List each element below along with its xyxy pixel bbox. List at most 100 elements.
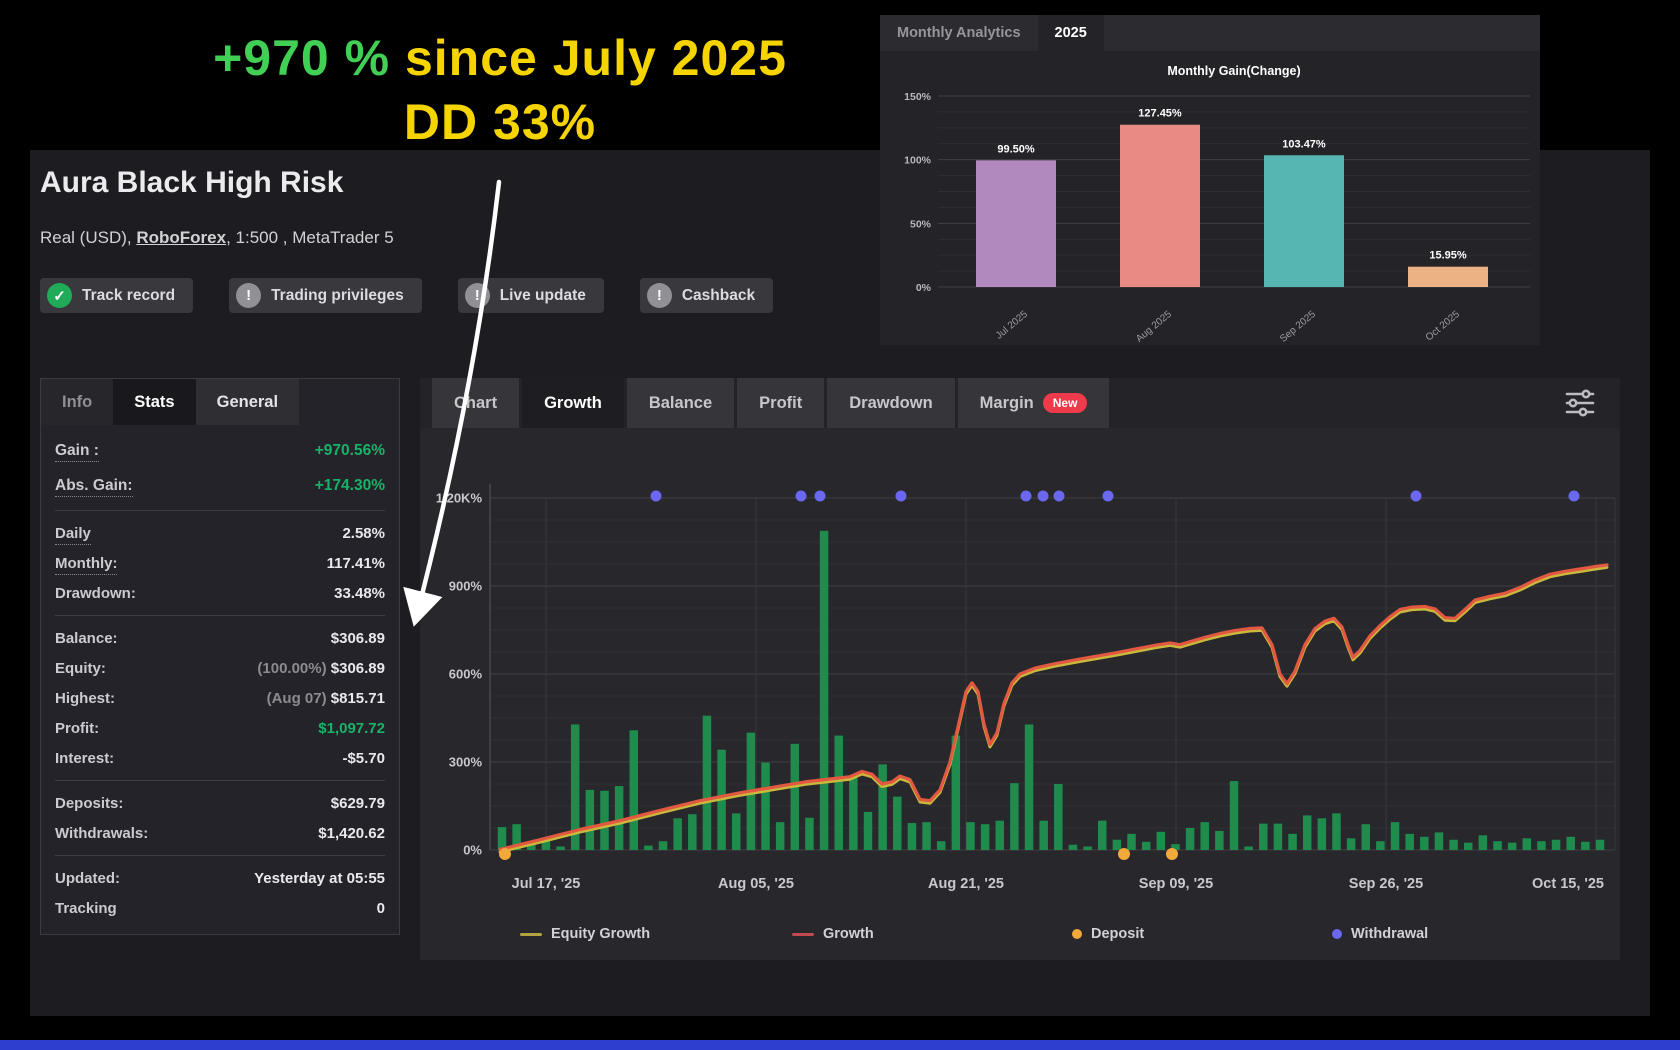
- new-badge: New: [1042, 393, 1088, 413]
- bottom-taskbar-strip: [0, 1040, 1680, 1050]
- legend-item-growth[interactable]: Growth: [792, 926, 874, 942]
- stat-label-text: Gain :: [55, 441, 99, 462]
- stat-value: $1,420.62: [318, 825, 385, 842]
- stats-row: Tracking 0: [55, 893, 385, 923]
- legend-label: Equity Growth: [551, 926, 651, 942]
- stat-label: Withdrawals:: [55, 824, 149, 842]
- stat-value: (100.00%) $306.89: [257, 660, 385, 677]
- chart-settings-icon[interactable]: [1564, 388, 1596, 418]
- badge-track-record[interactable]: ✓ Track record: [40, 278, 194, 313]
- dot-swatch: [1332, 929, 1342, 939]
- chart-tab-growth[interactable]: Growth: [522, 378, 624, 428]
- badge-cashback[interactable]: ! Cashback: [639, 278, 774, 313]
- legend-item-equity-growth[interactable]: Equity Growth: [520, 926, 650, 942]
- growth-chart: 1.20K% 900% 600% 300% 0%: [420, 462, 1620, 887]
- stat-value: $629.79: [331, 795, 385, 812]
- chart-tabs: Chart Growth Balance Profit Drawdown Margin Ne…: [420, 378, 1620, 428]
- svg-text:Jul 2025: Jul 2025: [994, 309, 1030, 342]
- legend-item-withdrawal[interactable]: Withdrawal: [1332, 926, 1428, 942]
- stats-row: Monthly: 117.41%: [55, 548, 385, 578]
- stat-label: Profit:: [55, 719, 100, 737]
- badge-trading-privileges[interactable]: ! Trading privileges: [229, 278, 422, 313]
- stats-row: Equity: (100.00%) $306.89: [55, 653, 385, 683]
- svg-text:100%: 100%: [904, 155, 932, 167]
- monthly-analytics-panel: Monthly Analytics 2025 Monthly Gain(Chan…: [880, 15, 1540, 345]
- stat-label: Balance:: [55, 629, 118, 647]
- chart-tab-label: Margin: [979, 393, 1034, 412]
- analytics-tab-strip: Monthly Analytics 2025: [880, 15, 1540, 51]
- badges-row: ✓ Track record ! Trading privileges ! Live up…: [40, 278, 774, 313]
- stat-value: 2.58%: [342, 525, 385, 542]
- stat-label: Interest:: [55, 749, 115, 767]
- stats-divider: [55, 615, 385, 616]
- stats-panel: Info Stats General Gain : +970.56% Abs. Gain…: [40, 378, 400, 935]
- stats-row: Interest: -$5.70: [55, 743, 385, 773]
- stat-label[interactable]: Abs. Gain:: [55, 476, 133, 497]
- x-tick-label: Aug 21, '25: [928, 876, 1004, 892]
- badge-live-update[interactable]: ! Live update: [457, 278, 604, 313]
- dot-swatch: [1072, 929, 1082, 939]
- chart-tab-label: Balance: [648, 393, 713, 412]
- chart-tab-margin[interactable]: Margin New: [957, 378, 1110, 428]
- annotation-headline: +970 % since July 2025 DD 33%: [110, 26, 890, 154]
- stat-value-text: $306.89: [330, 659, 385, 677]
- legend-label: Growth: [823, 926, 874, 942]
- stat-label: Deposits:: [55, 794, 124, 812]
- headline-line2: DD 33%: [403, 94, 597, 150]
- tab-monthly-analytics[interactable]: Monthly Analytics: [897, 25, 1021, 41]
- stat-label[interactable]: Daily: [55, 524, 91, 545]
- chart-tab-profit[interactable]: Profit: [737, 378, 825, 428]
- x-tick-label: Sep 26, '25: [1348, 876, 1424, 892]
- stat-value-text: -$5.70: [342, 749, 385, 767]
- badge-label: Track record: [82, 286, 176, 304]
- svg-text:300%: 300%: [449, 755, 483, 770]
- stats-tab-stats[interactable]: Stats: [113, 379, 196, 425]
- svg-text:0%: 0%: [916, 282, 932, 294]
- stat-value: $1,097.72: [318, 720, 385, 737]
- stats-tab-general[interactable]: General: [195, 379, 300, 425]
- stat-value-text: 33.48%: [334, 584, 385, 602]
- stat-value: $306.89: [331, 630, 385, 647]
- stat-value-prefix: (100.00%): [257, 659, 331, 677]
- stat-label[interactable]: Gain :: [55, 441, 99, 462]
- stats-row: Balance: $306.89: [55, 623, 385, 653]
- svg-text:Oct 2025: Oct 2025: [1424, 309, 1462, 343]
- x-tick-label: Sep 09, '25: [1138, 876, 1214, 892]
- svg-text:Aug 2025: Aug 2025: [1134, 309, 1174, 343]
- tab-2025[interactable]: 2025: [1037, 15, 1104, 51]
- headline-line1: +970 % since July 2025: [110, 26, 890, 90]
- svg-text:50%: 50%: [910, 218, 932, 230]
- badge-label: Live update: [499, 286, 586, 304]
- stats-row: Deposits: $629.79: [55, 788, 385, 818]
- stats-tabs: Info Stats General: [41, 379, 399, 425]
- svg-text:900%: 900%: [449, 579, 483, 594]
- x-tick-label: Jul 17, '25: [511, 876, 581, 892]
- stats-row: Drawdown: 33.48%: [55, 578, 385, 608]
- chart-tab-drawdown[interactable]: Drawdown: [827, 378, 955, 428]
- account-subtitle: Real (USD), RoboForex, 1:500 , MetaTrade…: [40, 228, 394, 247]
- line-swatch: [792, 932, 814, 936]
- svg-text:150%: 150%: [904, 91, 932, 103]
- svg-text:Sep 2025: Sep 2025: [1278, 309, 1318, 343]
- check-icon: ✓: [47, 283, 72, 308]
- chart-tab-chart[interactable]: Chart: [432, 378, 520, 428]
- stat-label: Equity:: [55, 659, 106, 677]
- stat-value: +174.30%: [315, 477, 385, 495]
- stats-tab-info[interactable]: Info: [41, 379, 114, 425]
- stats-rows: Gain : +970.56% Abs. Gain: +174.30% Daily 2.5…: [41, 425, 399, 923]
- stats-row: Gain : +970.56%: [55, 433, 385, 468]
- svg-text:127.45%: 127.45%: [1138, 108, 1182, 120]
- legend-item-deposit[interactable]: Deposit: [1072, 926, 1144, 942]
- stat-value-text: $306.89: [330, 629, 385, 647]
- stat-label-text: Daily: [55, 524, 91, 545]
- chart-tab-balance[interactable]: Balance: [626, 378, 735, 428]
- broker-link[interactable]: RoboForex: [136, 228, 227, 247]
- stat-label[interactable]: Monthly:: [55, 554, 118, 575]
- account-title: Aura Black High Risk: [40, 166, 344, 199]
- stat-label: Updated:: [55, 869, 120, 887]
- stat-value-text: $1,420.62: [318, 824, 385, 842]
- stat-label: Tracking: [55, 899, 117, 917]
- svg-text:600%: 600%: [449, 667, 483, 682]
- stat-value: -$5.70: [342, 750, 385, 767]
- monthly-gain-chart: 150% 100% 50% 0% 99.50% Jul 2025 127.45% Aug 20…: [880, 85, 1540, 348]
